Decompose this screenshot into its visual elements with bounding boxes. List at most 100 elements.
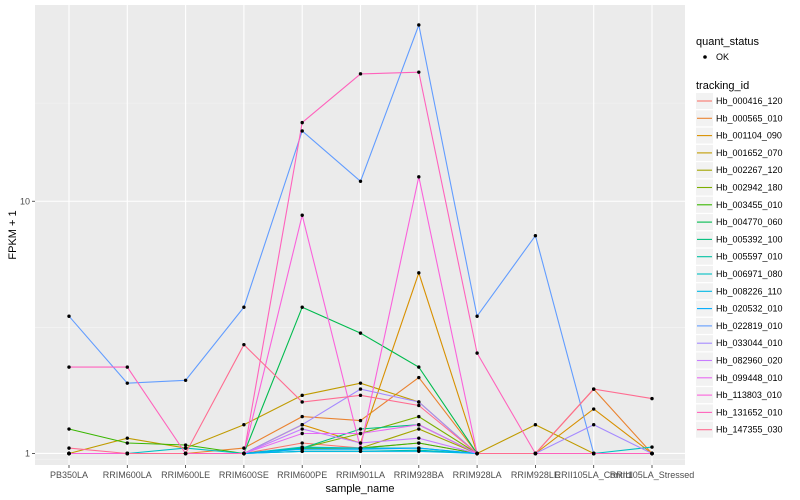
x-tick-label: RRIM901LA <box>336 470 385 480</box>
data-point <box>242 423 246 427</box>
data-point <box>358 431 363 436</box>
data-point <box>300 129 304 133</box>
legend-tracking-id-items: Hb_000416_120 Hb_000565_010 Hb_001104_090 H… <box>696 93 783 438</box>
data-point <box>125 381 129 385</box>
data-point <box>475 351 479 355</box>
data-point <box>417 427 421 431</box>
data-point <box>358 387 363 391</box>
data-point <box>475 451 479 456</box>
data-point <box>242 446 246 450</box>
x-tick-label: RRIM600LA <box>103 470 152 480</box>
x-tick-label: RRIM928LE <box>511 470 560 480</box>
y-tick-label: 1 <box>25 448 30 458</box>
data-point <box>183 378 188 383</box>
data-point <box>650 445 654 449</box>
data-point <box>358 427 363 431</box>
legend: quant_status OK tracking_id Hb_000416_12… <box>696 36 783 438</box>
legend-label: Hb_113803_010 <box>716 390 782 400</box>
legend-label: Hb_002942_180 <box>716 183 783 193</box>
legend-label: Hb_002267_120 <box>716 165 783 175</box>
legend-point-key <box>703 55 707 59</box>
legend-label: Hb_082960_020 <box>716 356 783 366</box>
legend-label: Hb_000416_120 <box>716 96 783 106</box>
data-point <box>533 234 538 238</box>
data-point <box>67 365 71 369</box>
legend-label: Hb_001104_090 <box>716 131 782 141</box>
data-point <box>242 305 246 309</box>
data-point <box>650 396 654 401</box>
data-point <box>358 393 363 398</box>
data-point <box>417 271 421 275</box>
data-point <box>358 179 363 183</box>
data-point <box>358 381 363 385</box>
data-point <box>300 393 304 398</box>
data-point <box>300 431 304 436</box>
data-point <box>592 423 596 427</box>
data-point <box>358 331 363 335</box>
legend-label: Hb_022819_010 <box>716 321 783 331</box>
legend-label: Hb_003455_010 <box>716 200 783 210</box>
data-point <box>300 414 304 419</box>
data-point <box>125 441 129 445</box>
data-point <box>183 451 188 456</box>
data-point <box>358 441 363 445</box>
x-tick-label: RRII105LA_Stressed <box>610 470 695 480</box>
data-point <box>417 70 421 74</box>
data-point <box>533 451 538 456</box>
x-tick-label: RRIM928LA <box>453 470 502 480</box>
data-point <box>417 446 421 450</box>
data-point <box>67 314 71 318</box>
data-point <box>417 365 421 369</box>
data-point <box>242 451 246 456</box>
data-point <box>300 120 304 125</box>
legend-tracking-id-title: tracking_id <box>696 80 749 92</box>
data-point <box>417 375 421 380</box>
data-point <box>67 427 71 431</box>
data-point <box>67 446 71 450</box>
data-point <box>417 414 421 419</box>
x-tick-label: RRIM600LE <box>161 470 210 480</box>
data-point <box>358 418 363 423</box>
data-point <box>300 427 304 431</box>
data-point <box>417 400 421 404</box>
data-point <box>183 443 188 447</box>
x-tick-label: RRIM600PE <box>277 470 327 480</box>
data-point <box>300 447 304 451</box>
data-points <box>67 23 654 456</box>
data-point <box>417 423 421 427</box>
data-point <box>242 342 246 347</box>
data-point <box>358 72 363 76</box>
x-tick-label: RRII105LA_Control <box>555 470 633 480</box>
data-point <box>125 365 129 369</box>
data-point <box>183 446 188 450</box>
data-point <box>300 213 304 217</box>
data-point <box>533 423 538 427</box>
legend-label: Hb_005392_100 <box>716 234 783 244</box>
legend-label: Hb_033044_010 <box>716 338 783 348</box>
legend-quant-status-items: OK <box>703 52 729 62</box>
data-point <box>417 441 421 445</box>
data-point <box>592 407 596 411</box>
data-point <box>300 305 304 309</box>
legend-label: Hb_008226_110 <box>716 286 782 296</box>
y-tick-label: 10 <box>20 196 30 206</box>
data-point <box>417 403 421 408</box>
legend-label: Hb_020532_010 <box>716 304 783 314</box>
legend-quant-status-title: quant_status <box>696 36 759 48</box>
legend-label: Hb_001652_070 <box>716 148 783 158</box>
data-point <box>358 446 363 450</box>
data-point <box>300 441 304 445</box>
data-point <box>475 314 479 318</box>
legend-label: OK <box>716 52 729 62</box>
x-tick-label: RRIM600SE <box>219 470 269 480</box>
y-axis-title: FPKM + 1 <box>7 210 19 259</box>
y-axis: 1 10 <box>20 196 35 458</box>
x-axis-title: sample_name <box>325 483 394 495</box>
data-point <box>417 436 421 440</box>
data-point <box>650 451 654 456</box>
data-point <box>417 175 421 179</box>
data-point <box>300 423 304 427</box>
legend-label: Hb_006971_080 <box>716 269 783 279</box>
legend-label: Hb_099448_010 <box>716 373 783 383</box>
